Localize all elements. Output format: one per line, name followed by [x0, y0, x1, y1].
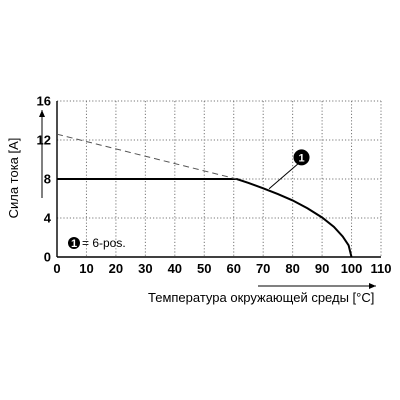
- x-tick-label: 100: [341, 261, 363, 276]
- y-axis-arrow-head: [39, 110, 45, 117]
- annotation-marker-text: 1: [298, 152, 304, 164]
- x-axis-arrow-head: [369, 283, 376, 289]
- x-tick-label: 50: [197, 261, 211, 276]
- x-tick-label: 0: [53, 261, 60, 276]
- annotation-leader: [268, 163, 299, 190]
- y-tick-label: 16: [37, 94, 51, 109]
- x-tick-label: 110: [371, 261, 392, 276]
- annotation-group: 1: [268, 149, 310, 190]
- series-group: [56, 133, 353, 258]
- y-tick-label: 12: [37, 133, 51, 148]
- legend: 1 = 6-pos.: [68, 236, 126, 250]
- x-tick-labels: 0 10 20 30 40 50 60 70 80 90 100 110: [53, 261, 391, 276]
- y-tick-label: 0: [44, 250, 51, 265]
- x-tick-label: 80: [285, 261, 299, 276]
- x-tick-label: 70: [256, 261, 270, 276]
- annotation-marker: [293, 149, 310, 166]
- y-axis-label: Сила тока [A]: [6, 138, 21, 219]
- x-tick-label: 20: [109, 261, 123, 276]
- legend-marker: [68, 237, 80, 249]
- y-tick-label: 8: [44, 172, 51, 187]
- legend-text: = 6-pos.: [82, 236, 126, 250]
- y-tick-label: 4: [44, 211, 52, 226]
- series-line-dashed: [56, 133, 237, 180]
- y-tick-labels: 0 4 8 12 16: [37, 94, 52, 265]
- x-tick-label: 10: [79, 261, 93, 276]
- x-tick-label: 60: [226, 261, 240, 276]
- x-tick-label: 40: [168, 261, 182, 276]
- x-tick-label: 90: [315, 261, 329, 276]
- x-axis-label: Температура окружающей среды [°C]: [148, 290, 374, 305]
- series-line-solid: [57, 178, 353, 258]
- legend-marker-text: 1: [71, 238, 77, 250]
- x-tick-label: 30: [138, 261, 152, 276]
